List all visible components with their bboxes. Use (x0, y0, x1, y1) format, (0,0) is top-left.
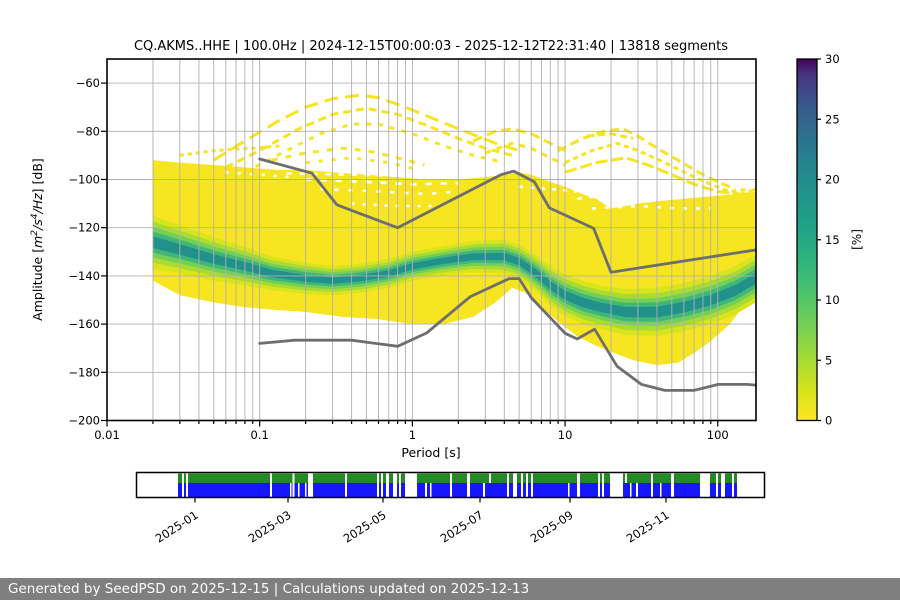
y-tick-label: −80 (76, 124, 100, 138)
x-tick-label: 0.1 (251, 428, 269, 442)
x-tick-label: 0.01 (94, 428, 120, 442)
grid (107, 59, 756, 421)
coverage-date-label: 2025-07 (438, 508, 486, 546)
coverage-date-label: 2025-05 (341, 508, 389, 546)
y-tick-label: −100 (68, 173, 100, 187)
y-tick-label: −200 (68, 414, 100, 428)
y-tick-label: −180 (68, 365, 100, 379)
coverage-date-label: 2025-09 (528, 508, 576, 546)
coverage-green-row (178, 473, 737, 483)
colorbar-tick-label: 25 (825, 112, 840, 126)
coverage-date-label: 2025-11 (624, 508, 672, 546)
x-tick-label: 10 (558, 428, 573, 442)
ppsd-plot-svg: 0.01 0.1 1 10 100−60−80−100−120−140−160−180−… (30, 39, 864, 546)
low-noise-model-line (258, 277, 756, 392)
x-axis-label: Period [s] (401, 445, 460, 460)
colorbar-tick-label: 10 (825, 293, 840, 307)
coverage-bar: 2025-01 2025-03 2025-05 2025-07 2025-09 2025-… (135, 471, 766, 546)
footer-text: Generated by SeedPSD on 2025-12-15 | Cal… (8, 581, 530, 597)
colorbar-label: [%] (850, 229, 864, 250)
y-tick-label: −160 (68, 317, 100, 331)
y-tick-label: −140 (68, 269, 100, 283)
y-tick-label: −120 (68, 221, 100, 235)
ppsd-heatmap (153, 93, 756, 366)
y-axis-label: Amplitude [m2/s4/Hz] [dB] (30, 158, 45, 321)
noise-model-lines (258, 157, 756, 392)
coverage-blue-row (178, 483, 737, 497)
colorbar-tick-label: 5 (825, 353, 832, 367)
x-tick-label: 1 (409, 428, 416, 442)
x-tick-label: 100 (707, 428, 729, 442)
coverage-date-label: 2025-01 (153, 508, 201, 546)
colorbar-tick-label: 0 (825, 414, 832, 428)
footer-bar: Generated by SeedPSD on 2025-12-15 | Cal… (0, 578, 900, 600)
colorbar: 0 5 10 15 20 25 30 [%] (796, 52, 864, 428)
axes: 0.01 0.1 1 10 100 −60 −80 −100 −120 −140 −160 −180 −… (30, 58, 757, 442)
coverage-date-label: 2025-03 (246, 508, 294, 546)
y-tick-label: −60 (76, 76, 100, 90)
colorbar-tick-label: 15 (825, 233, 840, 247)
generated-plot-layers: 0.01 0.1 1 10 100−60−80−100−120−140−160−180−… (30, 52, 864, 546)
high-noise-model-line (258, 157, 756, 274)
colorbar-tick-label: 20 (825, 173, 840, 187)
colorbar-tick-label: 30 (825, 52, 840, 66)
plot-title: CQ.AKMS..HHE | 100.0Hz | 2024-12-15T00:0… (134, 39, 728, 54)
